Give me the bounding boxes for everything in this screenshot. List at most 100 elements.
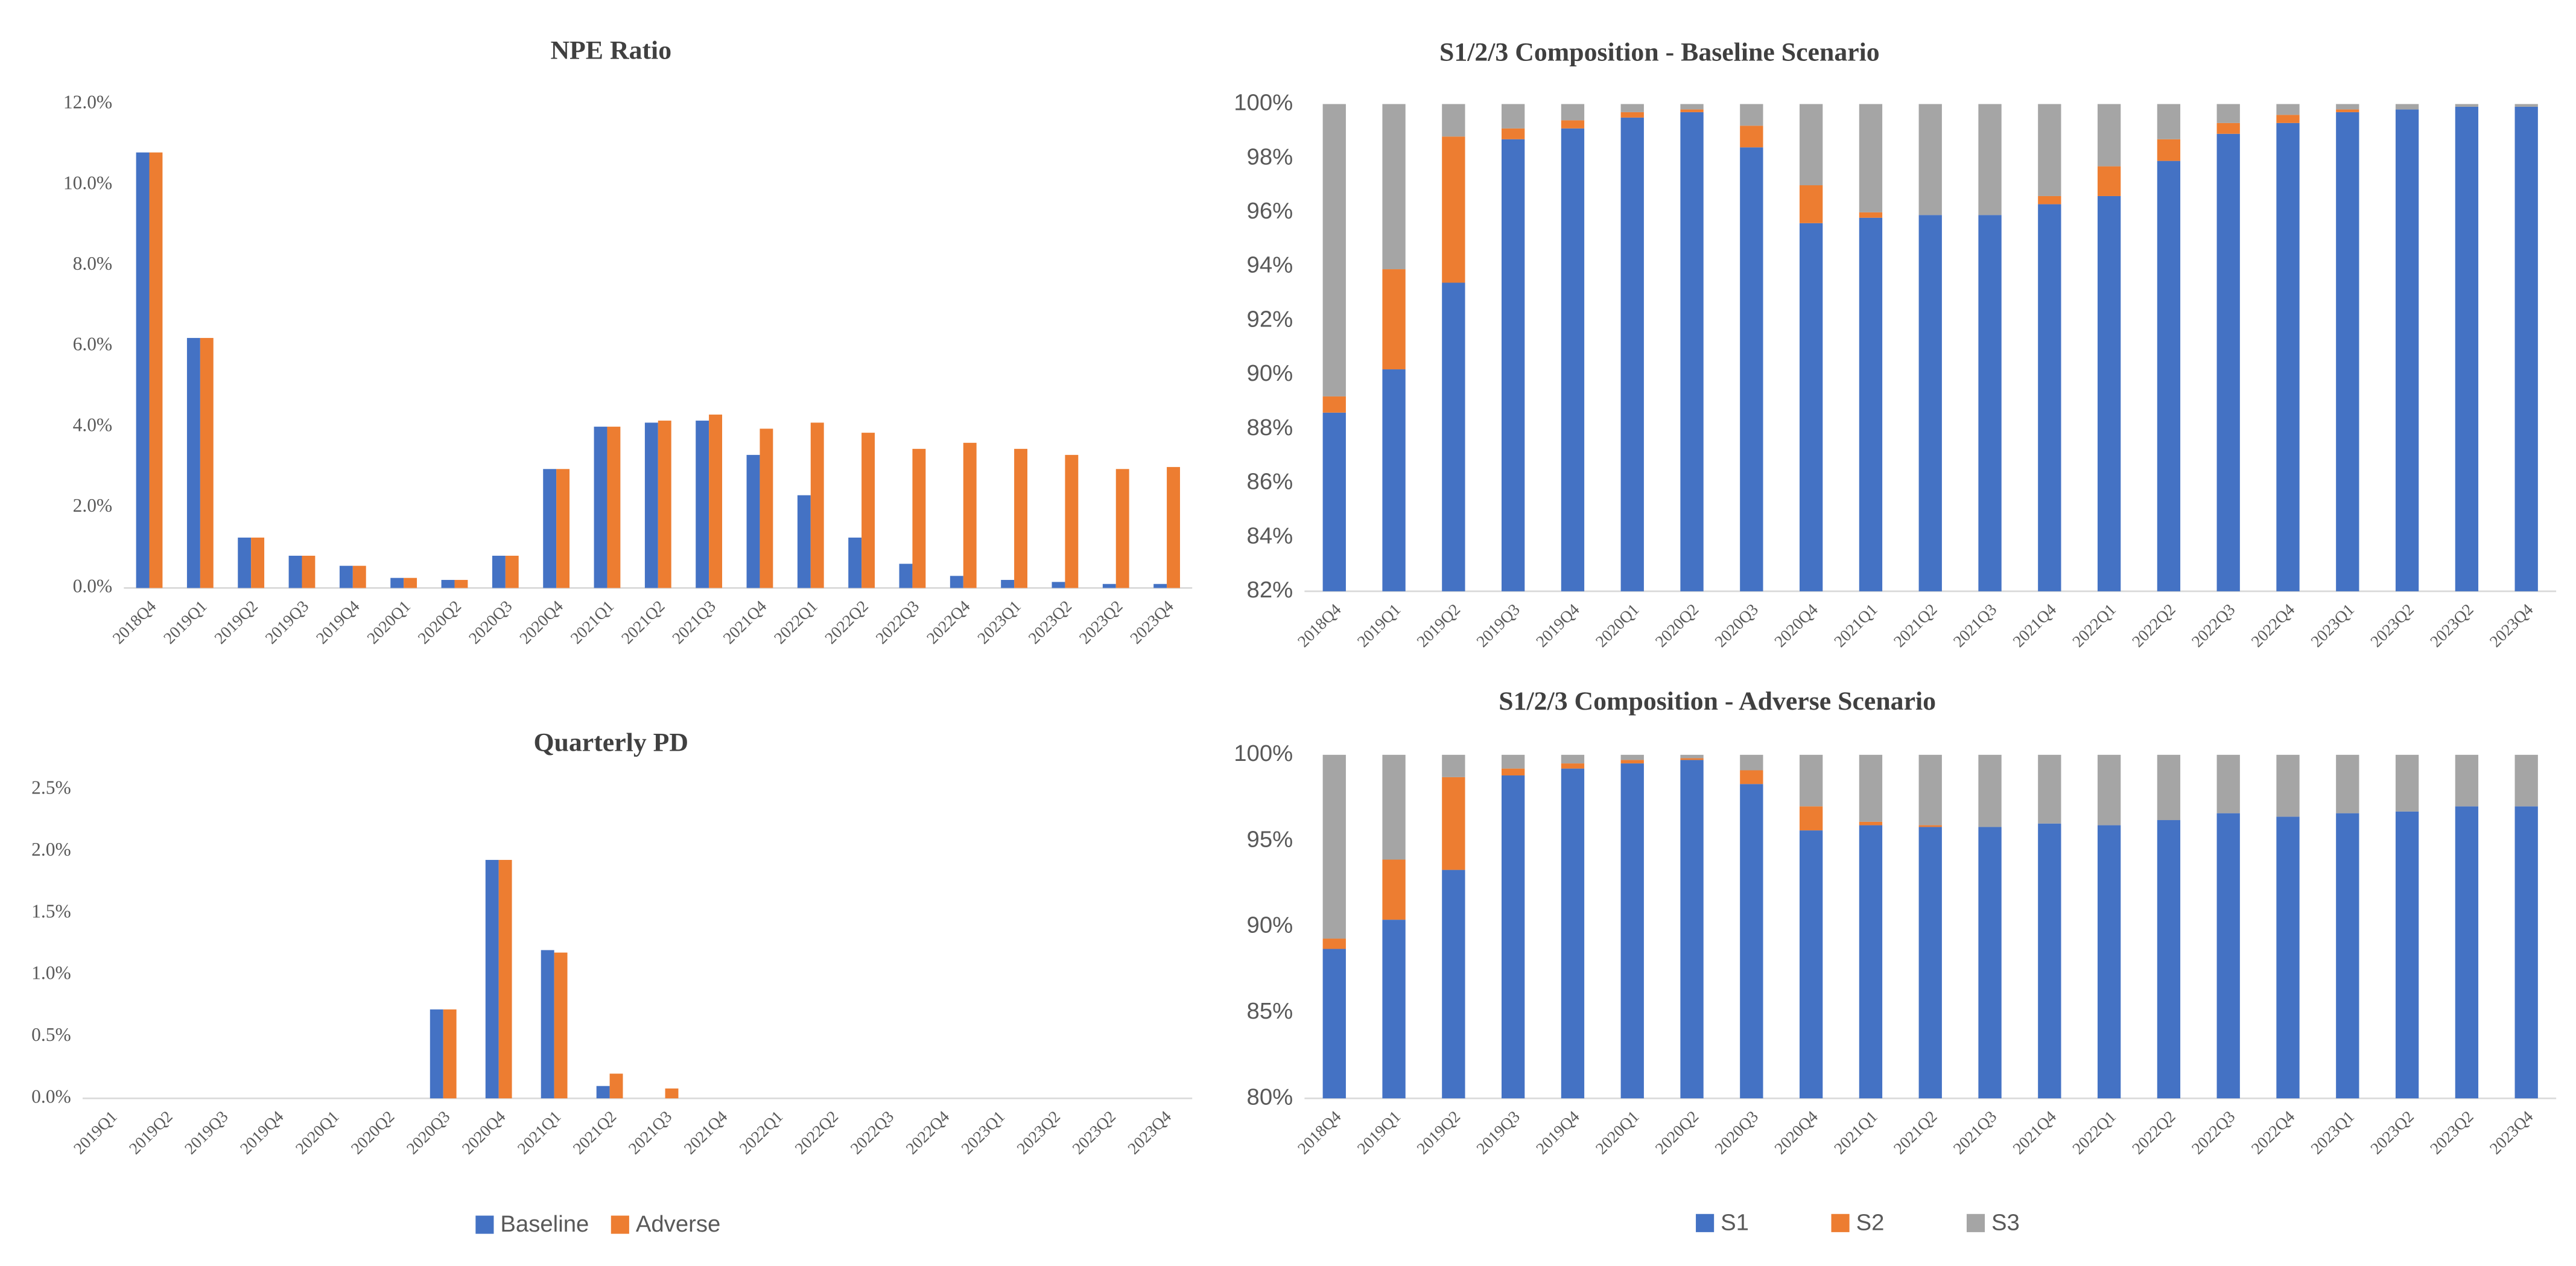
- bar-segment: [1322, 949, 1346, 1099]
- bar-segment: [1620, 763, 1644, 1099]
- bar-segment: [2038, 823, 2061, 1099]
- bar-segment: [2157, 754, 2181, 821]
- bar-segment: [1382, 104, 1406, 270]
- legend-swatch: [1696, 1214, 1715, 1232]
- bar-segment: [1740, 147, 1763, 591]
- bar-segment: [1502, 128, 1525, 139]
- bar-segment: [1799, 754, 1823, 807]
- bar-segment: [1502, 104, 1525, 129]
- bar-segment: [2514, 106, 2538, 591]
- y-tick-label: 96%: [1247, 198, 1293, 224]
- chart-title: S1/2/3 Composition - Adverse Scenario: [1499, 687, 1936, 716]
- bar-segment: [1322, 754, 1346, 939]
- y-tick-label: 10.0%: [63, 172, 112, 193]
- bar-segment: [2276, 754, 2300, 817]
- legend-label: S1: [1721, 1209, 1749, 1235]
- bar-segment: [2097, 196, 2121, 591]
- bar: [505, 555, 519, 588]
- bar-segment: [2038, 204, 2061, 591]
- y-tick-label: 6.0%: [73, 334, 113, 355]
- y-tick-label: 0.0%: [73, 576, 113, 597]
- bar-segment: [1680, 112, 1704, 591]
- bar-segment: [2336, 104, 2359, 110]
- bar-segment: [1620, 117, 1644, 591]
- bar-segment: [2395, 109, 2419, 591]
- bar: [607, 427, 621, 588]
- y-tick-label: 2.5%: [31, 777, 71, 798]
- bar-segment: [1978, 215, 2002, 591]
- bar-segment: [2276, 104, 2300, 115]
- bar: [492, 555, 506, 588]
- bar: [1014, 448, 1027, 588]
- bar-segment: [1442, 104, 1465, 137]
- bar: [963, 442, 977, 588]
- bar-segment: [2455, 806, 2479, 1099]
- bar: [390, 577, 404, 588]
- bar-segment: [1382, 369, 1406, 591]
- legend-label: Baseline: [500, 1211, 589, 1237]
- bar: [485, 860, 499, 1099]
- bar-segment: [2455, 754, 2479, 807]
- y-tick-label: 2.0%: [31, 839, 71, 860]
- bar-segment: [1620, 104, 1644, 112]
- legend-label: Adverse: [636, 1211, 721, 1237]
- bar: [810, 422, 824, 588]
- bar-segment: [1740, 770, 1763, 784]
- bar-segment: [2097, 754, 2121, 825]
- bar-segment: [1978, 754, 2002, 827]
- legend-label: S3: [1991, 1209, 2020, 1235]
- bar: [441, 580, 455, 588]
- bar: [797, 495, 811, 588]
- bar-segment: [1859, 104, 1883, 212]
- bar-segment: [1442, 870, 1465, 1099]
- bar-segment: [2276, 816, 2300, 1099]
- bar-segment: [1740, 126, 1763, 148]
- bar: [149, 152, 163, 588]
- bar-segment: [2097, 166, 2121, 196]
- bar: [644, 422, 658, 588]
- bar: [430, 1009, 443, 1099]
- bar-segment: [2097, 825, 2121, 1099]
- bar-segment: [1859, 212, 1883, 218]
- bar-segment: [2514, 104, 2538, 107]
- legend-swatch: [611, 1215, 629, 1234]
- bar-segment: [1918, 827, 1942, 1099]
- bar-segment: [2216, 122, 2240, 134]
- bar: [696, 421, 709, 588]
- y-tick-label: 12.0%: [63, 92, 112, 113]
- bar-segment: [1799, 185, 1823, 223]
- bar: [200, 338, 214, 588]
- bar-segment: [2395, 754, 2419, 812]
- bar: [1167, 466, 1180, 588]
- bar: [760, 428, 773, 588]
- bar-segment: [1382, 754, 1406, 860]
- bar-segment: [1502, 768, 1525, 776]
- bar: [302, 555, 316, 588]
- bar-segment: [1561, 754, 1585, 764]
- bar-segment: [1561, 128, 1585, 591]
- bar: [288, 555, 302, 588]
- bar-segment: [1382, 269, 1406, 370]
- y-tick-label: 0.0%: [31, 1086, 71, 1107]
- legend-swatch: [475, 1215, 494, 1234]
- bar: [1001, 580, 1015, 588]
- bar-segment: [1918, 215, 1942, 591]
- bar: [1102, 584, 1116, 588]
- bar-segment: [2216, 754, 2240, 813]
- bar-segment: [1740, 104, 1763, 126]
- bar-segment: [2336, 813, 2359, 1099]
- bar: [709, 415, 723, 588]
- bar: [912, 448, 926, 588]
- y-tick-label: 1.0%: [31, 962, 71, 984]
- bar-segment: [1620, 754, 1644, 760]
- bar: [1065, 454, 1079, 588]
- bar: [746, 454, 760, 588]
- bar-segment: [2336, 112, 2359, 591]
- chart-title: NPE Ratio: [550, 36, 671, 65]
- bar: [339, 565, 353, 588]
- bar-segment: [1561, 120, 1585, 129]
- bar-segment: [1561, 763, 1585, 769]
- bar-segment: [2038, 196, 2061, 205]
- bar-segment: [1859, 825, 1883, 1099]
